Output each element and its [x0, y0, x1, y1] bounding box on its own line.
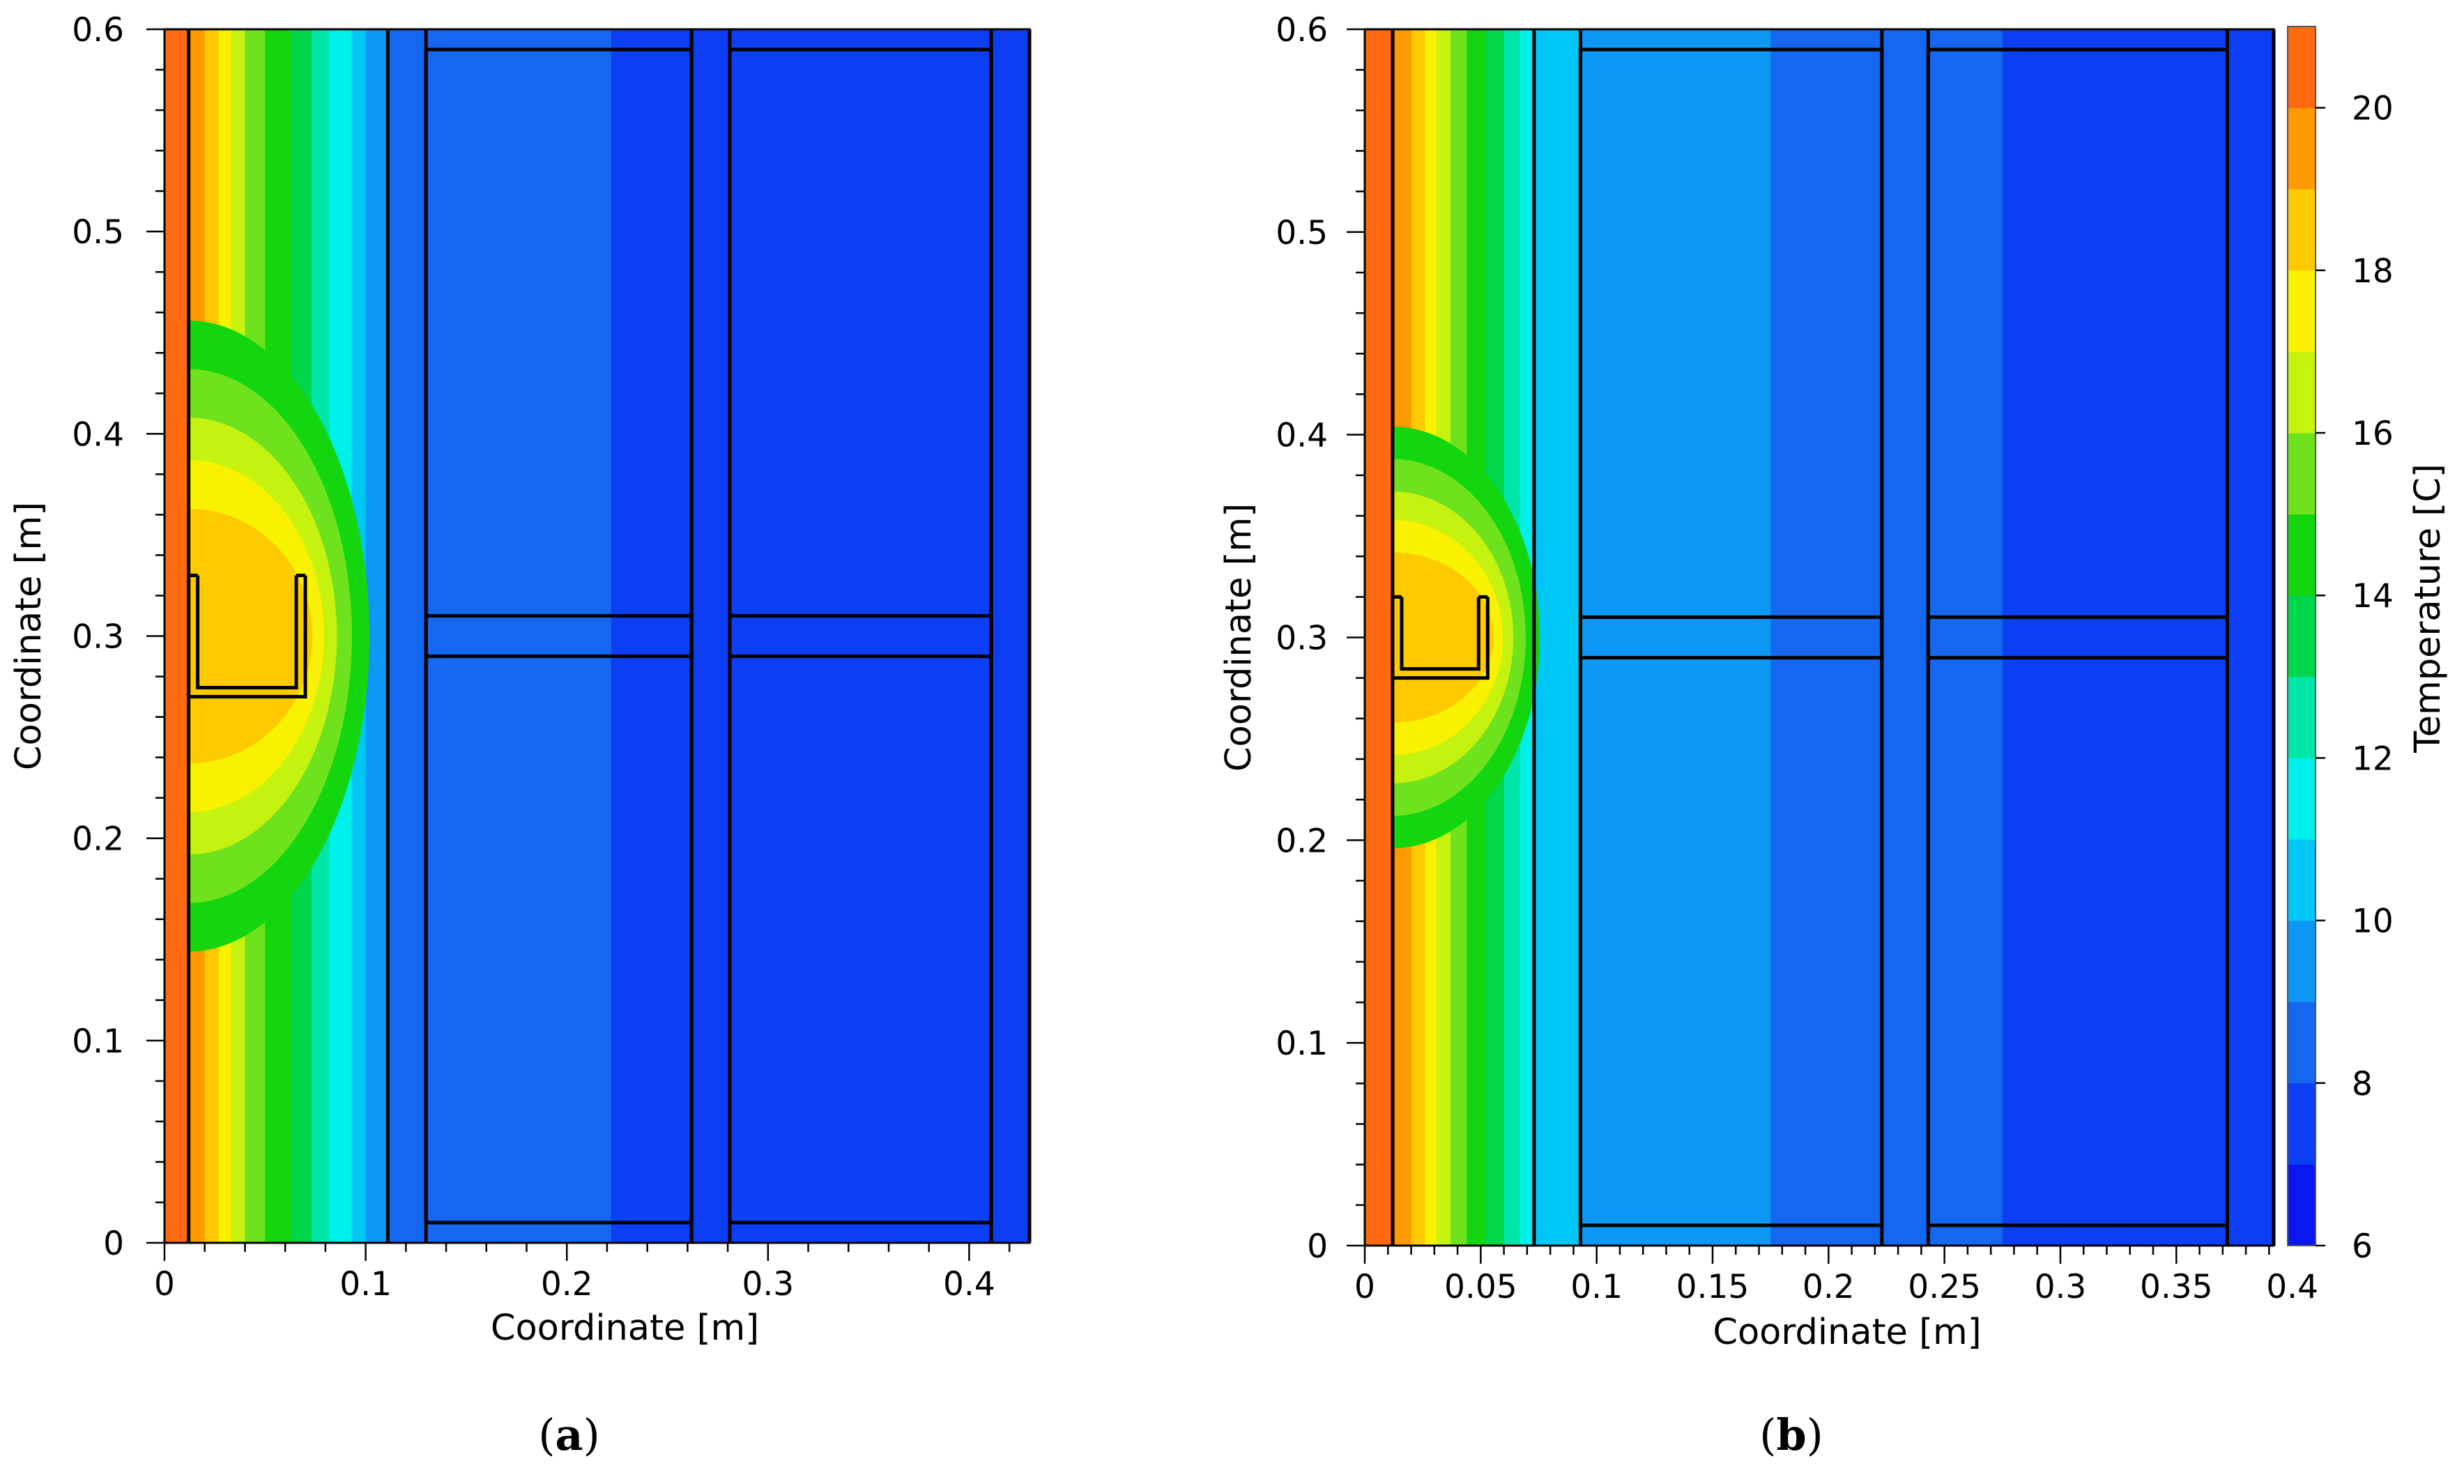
colorbar-tick-label: 6 — [2352, 1227, 2373, 1266]
panel-a-y-tick-label: 0.2 — [72, 820, 124, 859]
panel-b-band-0 — [1365, 29, 1395, 1246]
panel-b-caption-letter: b — [1776, 1409, 1806, 1460]
panel-a-caption-close-paren: ) — [583, 1409, 600, 1460]
panel-b-y-tick-label: 0.6 — [1276, 11, 1328, 49]
panel-b-y-tick-label: 0 — [1307, 1227, 1328, 1266]
colorbar-tick-label: 10 — [2352, 903, 2394, 941]
colorbar-segment — [2288, 1164, 2316, 1246]
panel-a-x-tick-label: 0.2 — [541, 1265, 593, 1303]
panel-b-x-tick-label: 0.4 — [2266, 1268, 2318, 1306]
colorbar-frame — [2287, 26, 2316, 1246]
panel-a-y-tick-label: 0.4 — [72, 415, 124, 454]
panel-b-y-axis-title: Coordinate [m] — [1218, 503, 1260, 772]
colorbar-segment — [2288, 1083, 2316, 1165]
panel-a-plot: 0 0.1 0.2 0.3 0.4 0.5 0.6 0 0.1 0.2 0.3 0.4 Coordina… — [8, 11, 1032, 1460]
panel-a-x-tick-label: 0.3 — [742, 1265, 794, 1303]
panel-b-x-tick-label: 0.1 — [1570, 1268, 1623, 1306]
panel-a-block-0 — [424, 47, 694, 659]
colorbar-segment — [2288, 595, 2316, 678]
panel-a-bracket-inner — [196, 575, 298, 690]
panel-b-caption-label: (b) — [1759, 1409, 1823, 1460]
panel-b-block-1 — [1926, 47, 2229, 660]
panel-b-x-tick-label: 0.15 — [1676, 1268, 1750, 1306]
panel-a-y-tick-label: 0.5 — [72, 213, 124, 252]
panel-b-y-tick-label: 0.4 — [1276, 417, 1328, 455]
panel-b-x-tick-label: 0.05 — [1444, 1268, 1517, 1306]
panel-b-caption-open-paren: ( — [1759, 1409, 1776, 1460]
colorbar-tick-label: 16 — [2352, 415, 2394, 453]
panel-b-y-tick-label: 0.2 — [1276, 822, 1328, 860]
colorbar-segment — [2288, 839, 2316, 921]
panel-a-bracket-outer — [187, 575, 307, 699]
panel-a-y-tick-label: 0.1 — [72, 1023, 124, 1061]
colorbar-title: Temperature [C] — [2408, 464, 2449, 754]
panel-a-thermal-bridge-field — [188, 320, 370, 952]
panel-a-y-tick-label: 0.3 — [72, 618, 124, 657]
panel-b-band-12 — [1770, 29, 2003, 1246]
colorbar-tick-label: 12 — [2352, 740, 2394, 778]
colorbar-tick-label: 8 — [2352, 1065, 2373, 1103]
panel-a-block-3 — [728, 613, 993, 1225]
panel-b-x-tick-label: 0.2 — [1803, 1268, 1855, 1306]
panel-b-x-tick-label: 0.3 — [2035, 1268, 2087, 1306]
panel-a-block-1 — [728, 47, 993, 659]
colorbar-segment — [2288, 189, 2316, 271]
panel-a-band-13 — [611, 29, 1030, 1243]
panel-a-caption-letter: a — [555, 1409, 583, 1460]
colorbar-segment — [2288, 270, 2316, 352]
colorbar-segment — [2288, 433, 2316, 515]
panel-b-band-13 — [2002, 29, 2274, 1246]
panel-a-x-axis-title: Coordinate [m] — [491, 1308, 759, 1349]
colorbar-segment — [2288, 514, 2316, 596]
panel-b-x-tick-label: 0.25 — [1908, 1268, 1981, 1306]
panel-a-band-0 — [164, 29, 190, 1243]
colorbar-segment — [2288, 107, 2316, 190]
panel-a-y-axis — [146, 28, 164, 1244]
panel-b-x-axis-title: Coordinate [m] — [1713, 1312, 1981, 1353]
panel-b-y-tick-label: 0.3 — [1276, 620, 1328, 658]
panel-b-band-10 — [1533, 29, 1581, 1246]
panel-b-plot: 0 0.1 0.2 0.3 0.4 0.5 0.6 0 0.05 0.1 0.15 0.2 0.25 0.… — [1218, 11, 2318, 1460]
colorbar-segment — [2288, 26, 2316, 109]
panel-b-band-11 — [1580, 29, 1771, 1246]
colorbar: 6 8 10 12 14 16 18 20 Temperature [C] — [2287, 26, 2449, 1266]
panel-b-y-tick-label: 0.5 — [1276, 214, 1328, 252]
panel-b-block-2 — [1578, 615, 1884, 1227]
panel-a-block-2 — [424, 613, 694, 1225]
panel-b-block-0 — [1578, 47, 1884, 660]
panel-a-caption-label: (a) — [538, 1409, 600, 1460]
colorbar-segment — [2288, 351, 2316, 434]
colorbar-segment — [2288, 920, 2316, 1002]
panel-a-caption-open-paren: ( — [538, 1409, 555, 1460]
panel-a-y-tick-label: 0 — [103, 1225, 124, 1263]
panel-b-x-tick-label: 0.35 — [2140, 1268, 2213, 1306]
panel-b-x-axis — [1363, 1246, 2270, 1264]
panel-b-thermal-bridge-field — [1392, 427, 1540, 848]
colorbar-segment — [2288, 758, 2316, 840]
panel-b-y-tick-label: 0.1 — [1276, 1025, 1328, 1063]
colorbar-tick-label: 18 — [2352, 252, 2394, 291]
panel-b-bridge-contour-4 — [1392, 552, 1494, 723]
colorbar-tick-label: 14 — [2352, 577, 2394, 615]
colorbar-segment — [2288, 676, 2316, 758]
panel-a-x-tick-label: 0.4 — [943, 1265, 995, 1303]
panel-a-x-axis — [163, 1243, 1011, 1261]
panel-a-x-tick-label: 0.1 — [339, 1265, 392, 1303]
panel-a-y-tick-label: 0.6 — [72, 11, 124, 49]
panel-b-block-3 — [1926, 615, 2229, 1227]
panel-b-y-axis — [1347, 28, 1365, 1247]
panel-a-band-12 — [388, 29, 612, 1243]
panel-b-x-tick-label: 0 — [1354, 1268, 1375, 1306]
colorbar-segment — [2288, 1002, 2316, 1084]
colorbar-tick-label: 20 — [2352, 90, 2394, 128]
panel-b-bracket-outer — [1391, 597, 1490, 680]
panel-a-y-axis-title: Coordinate [m] — [8, 502, 49, 770]
panel-a-bridge-contour-4 — [188, 508, 313, 764]
panel-a-x-tick-label: 0 — [154, 1265, 175, 1303]
panel-b-bracket-inner — [1400, 597, 1480, 671]
panel-b-caption-close-paren: ) — [1807, 1409, 1823, 1460]
